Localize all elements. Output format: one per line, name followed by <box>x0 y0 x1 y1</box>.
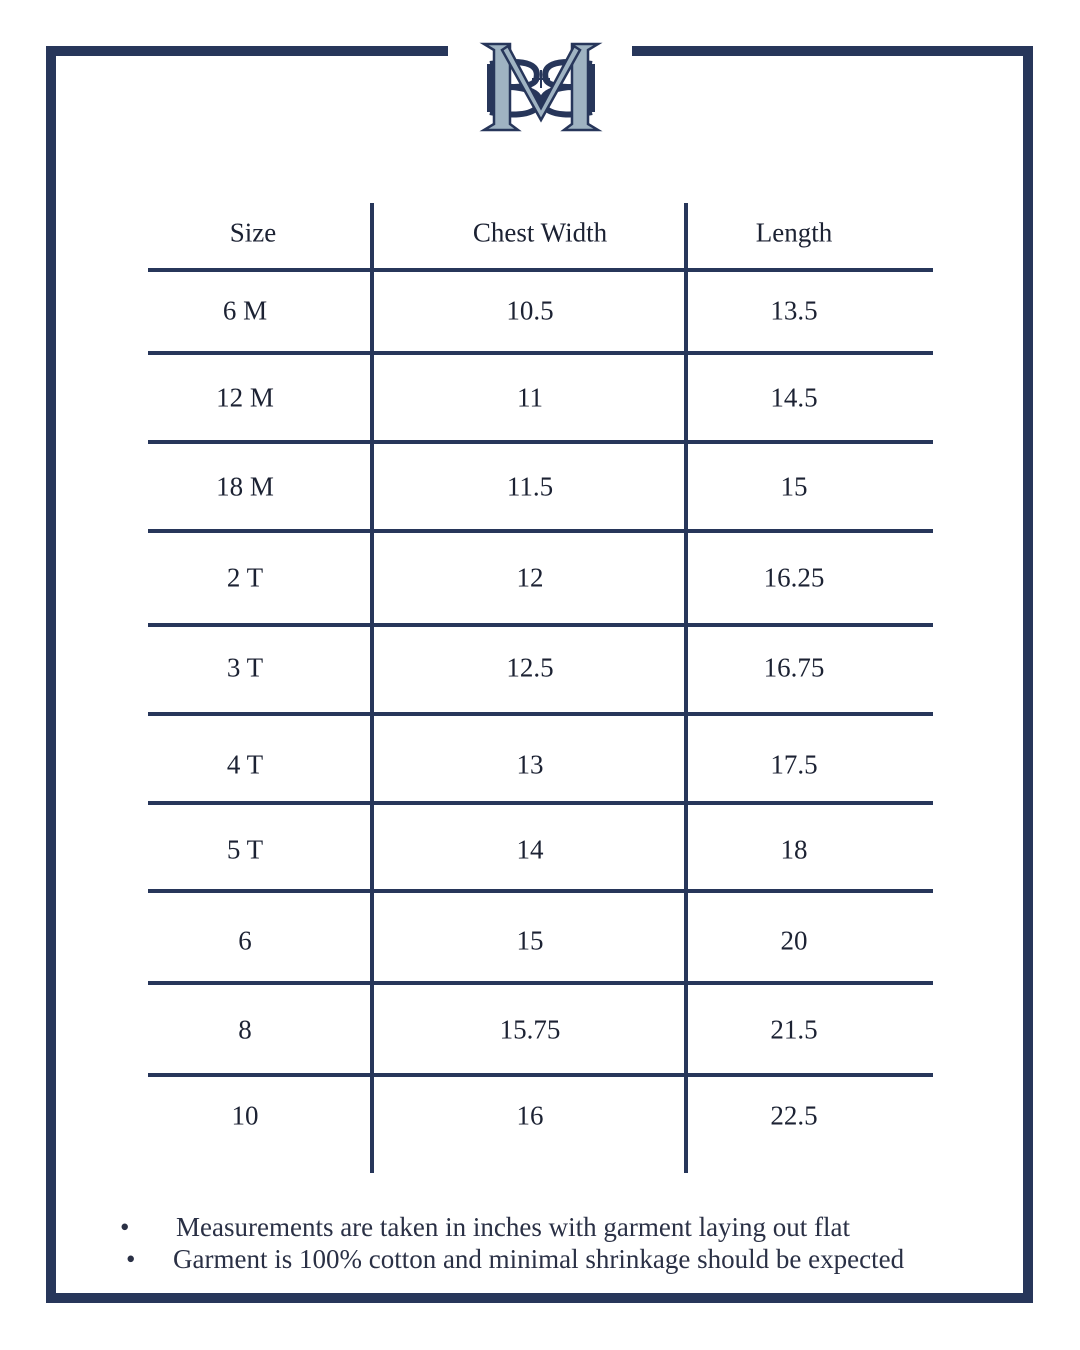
chest-width-cell: 12 <box>516 562 544 593</box>
row-divider <box>148 712 933 716</box>
chest-width-cell: 15.75 <box>499 1014 561 1045</box>
row-divider <box>148 351 933 355</box>
size-cell: 4 T <box>226 749 264 780</box>
row-divider <box>148 981 933 985</box>
chest-width-cell: 13 <box>516 749 544 780</box>
chest-width-cell: 15 <box>516 925 544 956</box>
length-cell: 18 <box>780 834 808 865</box>
column-divider <box>684 203 688 1173</box>
length-cell: 20 <box>780 925 808 956</box>
bullet-icon: • <box>126 1244 136 1274</box>
length-cell: 13.5 <box>770 295 818 326</box>
row-divider <box>148 801 933 805</box>
chest-width-cell: 14 <box>516 834 544 865</box>
row-divider <box>148 440 933 444</box>
size-cell: 6 M <box>222 295 268 326</box>
chest-width-cell: 12.5 <box>506 652 554 683</box>
length-cell: 16.75 <box>763 652 825 683</box>
size-cell: 6 <box>238 925 252 956</box>
length-cell: 21.5 <box>770 1014 818 1045</box>
size-cell: 18 M <box>216 471 274 502</box>
row-divider <box>148 268 933 272</box>
length-cell: 15 <box>780 471 808 502</box>
length-cell: 22.5 <box>770 1100 818 1131</box>
size-cell: 8 <box>238 1014 252 1045</box>
brand-monogram-logo <box>470 36 612 136</box>
header-size: Size <box>229 217 277 248</box>
chest-width-cell: 16 <box>516 1100 544 1131</box>
size-cell: 3 T <box>226 652 264 683</box>
row-divider <box>148 529 933 533</box>
length-cell: 16.25 <box>763 562 825 593</box>
length-cell: 17.5 <box>770 749 818 780</box>
bullet-icon: • <box>120 1212 130 1242</box>
column-divider <box>370 203 374 1173</box>
row-divider <box>148 889 933 893</box>
row-divider <box>148 623 933 627</box>
chest-width-cell: 11 <box>517 382 543 413</box>
row-divider <box>148 1073 933 1077</box>
header-chest-width: Chest Width <box>472 217 608 248</box>
size-cell: 2 T <box>226 562 264 593</box>
chest-width-cell: 11.5 <box>506 471 554 502</box>
length-cell: 14.5 <box>770 382 818 413</box>
size-cell: 10 <box>231 1100 259 1131</box>
size-cell: 5 T <box>226 834 264 865</box>
size-cell: 12 M <box>216 382 274 413</box>
chest-width-cell: 10.5 <box>506 295 554 326</box>
header-length: Length <box>755 217 833 248</box>
